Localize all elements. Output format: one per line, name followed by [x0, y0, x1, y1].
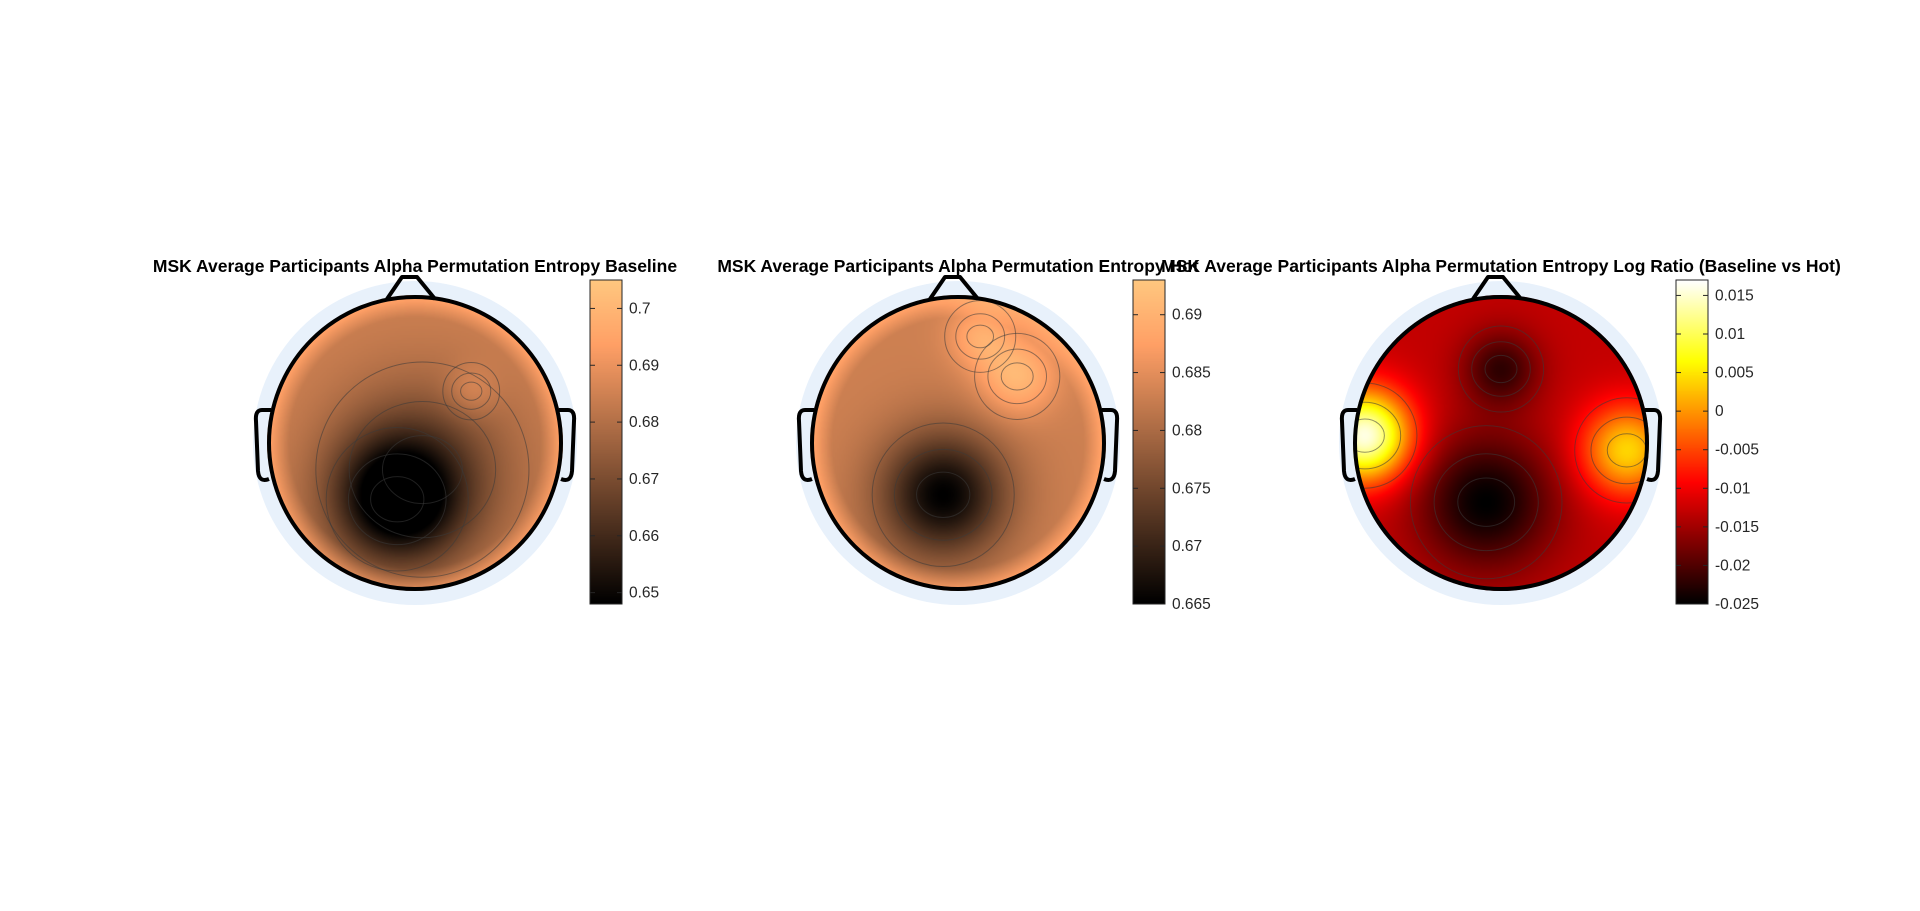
colorbar-frame: [1132, 279, 1166, 605]
contour-line: [325, 426, 469, 572]
colorbar-tick-label: -0.015: [1715, 519, 1759, 536]
right-ear: [1102, 408, 1120, 482]
contour-line: [1353, 401, 1402, 470]
colorbar-gradient: [590, 280, 622, 604]
contour-line: [1590, 416, 1649, 485]
head-outline: [1339, 275, 1663, 591]
colorbar-tick-label: -0.005: [1715, 442, 1759, 459]
left-ear: [1339, 408, 1357, 482]
colorbar-tick-label: 0.69: [1172, 307, 1202, 324]
colorbar: 0.65 0.66 0.67 0.68 0.69 0.7: [589, 279, 659, 605]
contour-line: [347, 453, 447, 546]
contour-line: [1433, 453, 1539, 552]
contour-line: [370, 476, 425, 523]
colorbar-tick-label: -0.025: [1715, 596, 1759, 613]
panel-title-hot: MSK Average Participants Alpha Permutati…: [717, 256, 1198, 276]
colorbar-tick-label: 0.675: [1172, 480, 1211, 497]
nose: [1471, 275, 1523, 301]
contour-line: [442, 361, 501, 421]
colorbar-tick-label: 0.005: [1715, 365, 1754, 382]
panel-title-baseline: MSK Average Participants Alpha Permutati…: [153, 256, 677, 276]
head-outline: [253, 275, 577, 591]
colorbar-tick-label: 0.67: [1172, 538, 1202, 555]
contour-line: [1484, 354, 1518, 384]
topoplot-panel-log-ratio: -0.025 -0.02 -0.015 -0.01 -0.005 0 0.005 0.01 0.…: [1339, 275, 1759, 613]
head-circle: [810, 295, 1106, 591]
contour-line: [451, 372, 492, 410]
contour-line: [1000, 362, 1034, 391]
colorbar-gradient: [1676, 280, 1708, 604]
colorbar-tick-label: -0.01: [1715, 480, 1750, 497]
contour-line: [987, 348, 1048, 405]
contour-line: [1471, 341, 1531, 397]
panel-titles: MSK Average Participants Alpha Permutati…: [153, 256, 1841, 276]
head-circle: [267, 295, 563, 591]
contour-line: [1409, 425, 1563, 580]
contour-line: [1457, 325, 1545, 413]
contour-line: [955, 313, 1006, 360]
colorbar-gradient: [1133, 280, 1165, 604]
colorbar: -0.025 -0.02 -0.015 -0.01 -0.005 0 0.005 0.01 0.…: [1675, 279, 1759, 613]
left-ear: [253, 408, 271, 482]
contour-line: [1353, 418, 1385, 453]
contour-line: [348, 401, 497, 539]
nose: [928, 275, 980, 301]
contour-line: [1457, 477, 1516, 527]
contour-line: [381, 435, 463, 505]
contour-line: [871, 422, 1015, 568]
contour-line: [315, 361, 530, 578]
right-ear: [1645, 408, 1663, 482]
panel-title-log-ratio: MSK Average Participants Alpha Permutati…: [1161, 256, 1841, 276]
contour-lines: [315, 361, 530, 578]
colorbar-tick-label: 0.01: [1715, 326, 1745, 343]
topoplot-panel-hot: 0.665 0.67 0.675 0.68 0.685 0.69: [796, 275, 1211, 613]
head-outline: [796, 275, 1120, 591]
colorbar-tick-label: 0.68: [629, 414, 659, 431]
nose: [385, 275, 437, 301]
scalp-heatmap: [1353, 295, 1649, 591]
colorbar-tick-label: 0.685: [1172, 365, 1211, 382]
right-ear: [559, 408, 577, 482]
colorbar-frame: [1675, 279, 1709, 605]
colorbar-tick-label: 0.68: [1172, 422, 1202, 439]
contour-line: [1574, 397, 1649, 504]
contour-line: [966, 324, 995, 349]
contour-line: [460, 381, 483, 401]
topoplot-panel-baseline: 0.65 0.66 0.67 0.68 0.69 0.7: [253, 275, 659, 605]
colorbar-tick-label: 0: [1715, 403, 1724, 420]
colorbar-tick-label: 0.7: [629, 300, 651, 317]
colorbar-tick-label: 0.66: [629, 528, 659, 545]
colorbar-tick-label: 0.69: [629, 357, 659, 374]
contour-line: [916, 471, 971, 518]
colorbar-tick-label: -0.02: [1715, 557, 1750, 574]
scalp-heatmap: [810, 295, 1106, 591]
colorbar-frame: [589, 279, 623, 605]
head-circle: [1353, 295, 1649, 591]
left-ear: [796, 408, 814, 482]
contour-line: [893, 448, 993, 541]
colorbar-tick-label: 0.65: [629, 585, 659, 602]
colorbar: 0.665 0.67 0.675 0.68 0.685 0.69: [1132, 279, 1211, 613]
contour-line: [974, 332, 1061, 420]
colorbar-tick-label: 0.67: [629, 471, 659, 488]
colorbar-tick-label: 0.665: [1172, 596, 1211, 613]
colorbar-tick-label: 0.015: [1715, 287, 1754, 304]
